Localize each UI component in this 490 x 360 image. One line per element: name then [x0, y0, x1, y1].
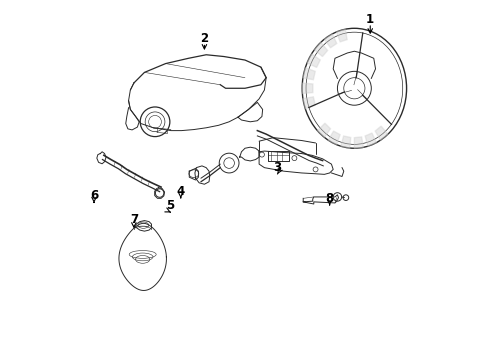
Polygon shape — [315, 42, 328, 57]
Polygon shape — [328, 131, 340, 145]
Polygon shape — [303, 68, 315, 80]
Polygon shape — [324, 34, 337, 48]
Text: 5: 5 — [166, 199, 174, 212]
Text: 7: 7 — [130, 213, 138, 226]
Polygon shape — [307, 54, 320, 67]
Polygon shape — [341, 136, 351, 148]
Polygon shape — [375, 126, 388, 140]
Text: 8: 8 — [325, 192, 334, 205]
Polygon shape — [318, 123, 330, 138]
Polygon shape — [303, 97, 315, 109]
Text: 6: 6 — [90, 189, 98, 202]
Text: 3: 3 — [273, 161, 282, 174]
Text: 2: 2 — [200, 32, 208, 45]
Text: 1: 1 — [366, 13, 374, 26]
Text: 4: 4 — [177, 185, 185, 198]
Polygon shape — [302, 83, 313, 94]
Polygon shape — [354, 137, 364, 148]
Polygon shape — [365, 133, 376, 146]
Polygon shape — [337, 29, 347, 42]
